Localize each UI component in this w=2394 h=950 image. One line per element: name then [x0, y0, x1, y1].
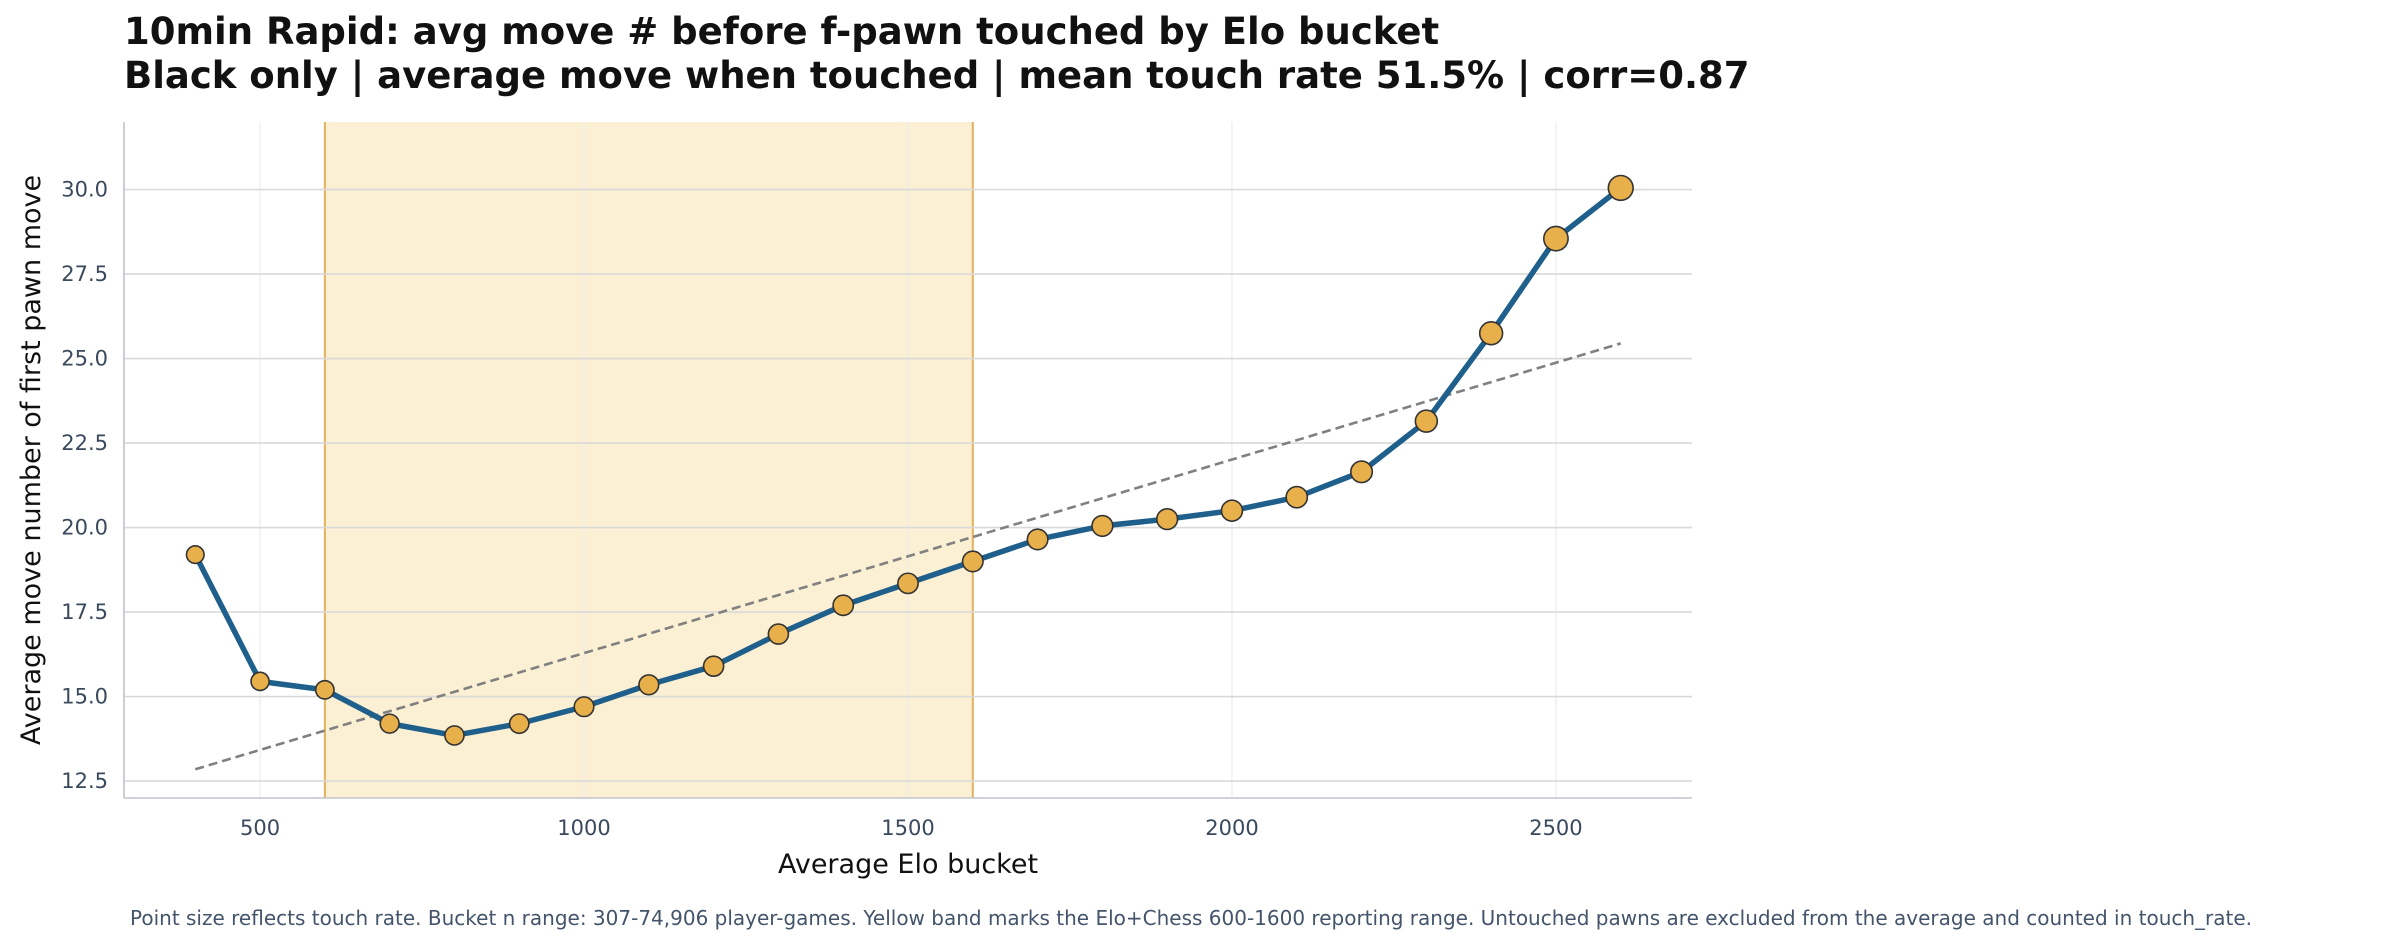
x-tick-label: 2000 — [1205, 816, 1258, 840]
y-tick-label: 22.5 — [61, 431, 108, 455]
data-point — [1414, 409, 1439, 433]
x-tick-label: 500 — [240, 816, 280, 840]
data-point — [1607, 174, 1634, 202]
data-point — [1156, 507, 1179, 531]
data-point — [379, 713, 400, 734]
x-tick-label: 2500 — [1529, 816, 1582, 840]
x-tick-label: 1000 — [557, 816, 610, 840]
data-point — [250, 671, 270, 692]
data-point — [314, 679, 335, 700]
data-point — [1026, 528, 1049, 551]
data-point — [1091, 514, 1114, 538]
data-point — [1350, 460, 1374, 484]
trend-line — [194, 342, 1622, 771]
data-point — [1542, 225, 1569, 252]
y-tick-label: 30.0 — [61, 178, 108, 202]
chart-title-line1: 10min Rapid: avg move # before f-pawn to… — [124, 10, 1440, 53]
series-layer — [185, 174, 1634, 746]
axes-layer — [123, 122, 1692, 799]
data-point — [508, 713, 530, 735]
x-tick-label: 1500 — [881, 816, 934, 840]
y-axis-label: Average move number of first pawn move — [16, 175, 47, 745]
data-point — [702, 655, 725, 677]
trend-layer — [194, 342, 1622, 771]
data-point — [573, 696, 595, 718]
y-tick-label: 17.5 — [61, 600, 108, 624]
data-point — [638, 674, 660, 696]
y-tick-label: 12.5 — [61, 769, 108, 793]
y-tick-label: 25.0 — [61, 347, 108, 371]
chart-title: 10min Rapid: avg move # before f-pawn to… — [124, 10, 1750, 98]
data-point — [1285, 485, 1309, 509]
data-point — [832, 594, 855, 617]
tick-layer: 500 1000 1500 2000 2500 12.5 15.0 17.5 20.0 22.5 2… — [61, 178, 1582, 840]
footnote: Point size reflects touch rate. Bucket n… — [130, 906, 2253, 930]
data-point — [961, 550, 984, 573]
grid-layer — [124, 122, 1692, 798]
data-point — [185, 545, 205, 565]
data-point — [1220, 499, 1244, 522]
y-tick-label: 15.0 — [61, 685, 108, 709]
x-axis-label: Average Elo bucket — [778, 849, 1038, 880]
chart-title-line2: Black only | average move when touched |… — [124, 54, 1750, 97]
y-tick-label: 20.0 — [61, 516, 108, 540]
y-tick-label: 27.5 — [61, 262, 108, 286]
data-point — [767, 623, 790, 645]
data-point — [1478, 321, 1504, 346]
data-point — [444, 725, 465, 746]
data-point — [897, 572, 919, 595]
